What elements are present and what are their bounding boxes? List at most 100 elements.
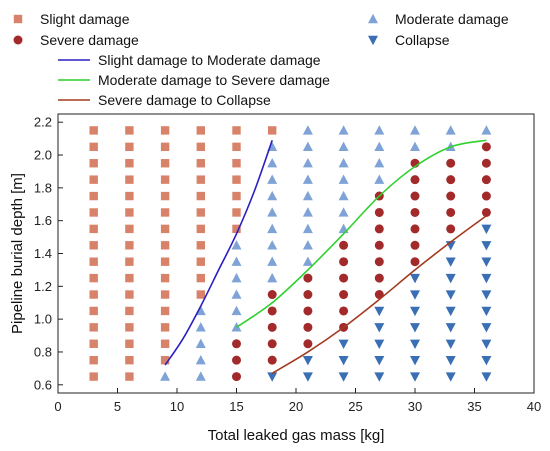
legend-label: Severe damage to Collapse xyxy=(98,92,271,108)
data-point-collapse xyxy=(374,323,385,333)
data-point-moderate-damage xyxy=(410,141,420,152)
data-point-severe-damage xyxy=(374,240,384,250)
data-point-severe-damage xyxy=(374,207,384,217)
data-point-moderate-damage xyxy=(410,125,420,135)
data-point-collapse xyxy=(481,372,492,382)
data-point-severe-damage xyxy=(267,355,277,365)
x-tick-label: 15 xyxy=(229,399,243,414)
data-point-slight-damage xyxy=(160,175,170,184)
data-point-slight-damage xyxy=(268,126,277,135)
data-point-moderate-damage xyxy=(302,223,313,234)
data-point-severe-damage xyxy=(481,207,491,217)
data-point-slight-damage xyxy=(125,290,134,299)
data-point-severe-damage xyxy=(410,191,420,201)
data-point-slight-damage xyxy=(125,175,134,184)
data-point-moderate-damage xyxy=(338,125,349,135)
data-point-slight-damage xyxy=(125,224,134,234)
legend-item-collapse: Collapse xyxy=(368,32,450,48)
data-point-slight-damage xyxy=(196,290,205,299)
data-point-severe-damage xyxy=(446,175,456,185)
data-point-collapse xyxy=(302,372,313,382)
data-point-collapse xyxy=(410,290,420,300)
data-point-severe-damage xyxy=(267,290,277,300)
y-tick-label: 1.4 xyxy=(34,246,52,261)
legend-swatch xyxy=(13,35,23,45)
y-tick-label: 0.6 xyxy=(34,377,52,392)
data-point-moderate-damage xyxy=(267,207,278,217)
data-point-collapse xyxy=(445,273,456,284)
data-point-collapse xyxy=(410,372,420,382)
data-point-severe-damage xyxy=(267,322,277,332)
data-point-slight-damage xyxy=(196,126,205,135)
data-point-slight-damage xyxy=(89,126,98,135)
x-tick-label: 20 xyxy=(289,399,303,414)
data-point-collapse xyxy=(481,306,492,317)
data-point-collapse xyxy=(445,339,456,349)
data-point-collapse xyxy=(481,290,492,300)
data-point-collapse xyxy=(410,323,420,333)
y-tick-label: 1.8 xyxy=(34,180,52,195)
data-point-severe-damage xyxy=(446,158,456,168)
data-point-moderate-damage xyxy=(267,190,278,201)
data-point-severe-damage xyxy=(481,191,491,201)
legend-label: Collapse xyxy=(395,32,450,48)
data-point-severe-damage xyxy=(267,306,277,316)
data-point-slight-damage xyxy=(89,257,98,266)
x-tick-label: 40 xyxy=(527,399,541,414)
data-point-moderate-damage xyxy=(374,141,385,152)
data-point-moderate-damage xyxy=(267,223,278,234)
data-point-moderate-damage xyxy=(267,256,278,266)
axes: 0 5 10 15 20 25 30 35 40 0.6 0.8 1.0 1.2 1.4 1.6 1.8 2.0… xyxy=(34,115,541,414)
data-point-moderate-damage xyxy=(302,141,313,152)
data-point-moderate-damage xyxy=(231,240,242,250)
data-point-slight-damage xyxy=(89,224,98,234)
data-point-slight-damage xyxy=(89,339,98,348)
data-point-moderate-damage xyxy=(338,207,349,217)
data-point-moderate-damage xyxy=(338,223,349,234)
series-moderate-damage xyxy=(160,125,492,381)
data-point-collapse xyxy=(481,273,492,284)
x-tick-label: 30 xyxy=(408,399,422,414)
data-point-slight-damage xyxy=(232,191,241,201)
data-point-slight-damage xyxy=(196,241,205,250)
data-point-severe-damage xyxy=(303,339,313,349)
data-point-slight-damage xyxy=(89,290,98,299)
plot-area xyxy=(57,113,535,394)
series-severe-damage xyxy=(232,142,491,382)
data-point-collapse xyxy=(338,372,349,382)
data-point-slight-damage xyxy=(196,159,205,168)
data-point-slight-damage xyxy=(160,208,170,217)
legend-label: Slight damage to Moderate damage xyxy=(98,52,321,68)
data-point-moderate-damage xyxy=(338,158,349,168)
legend-label: Moderate damage to Severe damage xyxy=(98,72,330,88)
data-layer xyxy=(89,125,492,382)
data-point-moderate-damage xyxy=(267,240,278,250)
data-point-moderate-damage xyxy=(302,190,313,201)
data-point-slight-damage xyxy=(89,306,98,316)
data-point-collapse xyxy=(374,355,385,366)
data-point-severe-damage xyxy=(410,207,420,217)
x-tick-label: 35 xyxy=(467,399,481,414)
data-point-slight-damage xyxy=(89,159,98,168)
data-point-slight-damage xyxy=(232,224,241,234)
data-point-moderate-damage xyxy=(374,125,385,135)
data-point-moderate-damage xyxy=(302,240,313,250)
data-point-slight-damage xyxy=(196,257,205,266)
data-point-slight-damage xyxy=(89,191,98,201)
data-point-slight-damage xyxy=(232,208,241,217)
data-point-slight-damage xyxy=(160,306,170,316)
data-point-severe-damage xyxy=(303,322,313,332)
data-point-severe-damage xyxy=(481,142,491,152)
series-line-slight-damage-to-moderate-damage xyxy=(164,139,273,366)
data-point-severe-damage xyxy=(481,175,491,185)
data-point-slight-damage xyxy=(89,142,98,152)
data-point-collapse xyxy=(410,339,420,349)
data-point-slight-damage xyxy=(125,273,134,283)
y-tick-label: 0.8 xyxy=(34,344,52,359)
data-point-moderate-damage xyxy=(231,256,242,266)
data-point-moderate-damage xyxy=(231,305,242,316)
data-point-moderate-damage xyxy=(195,322,206,332)
data-point-moderate-damage xyxy=(481,125,492,135)
data-point-slight-damage xyxy=(125,323,134,332)
